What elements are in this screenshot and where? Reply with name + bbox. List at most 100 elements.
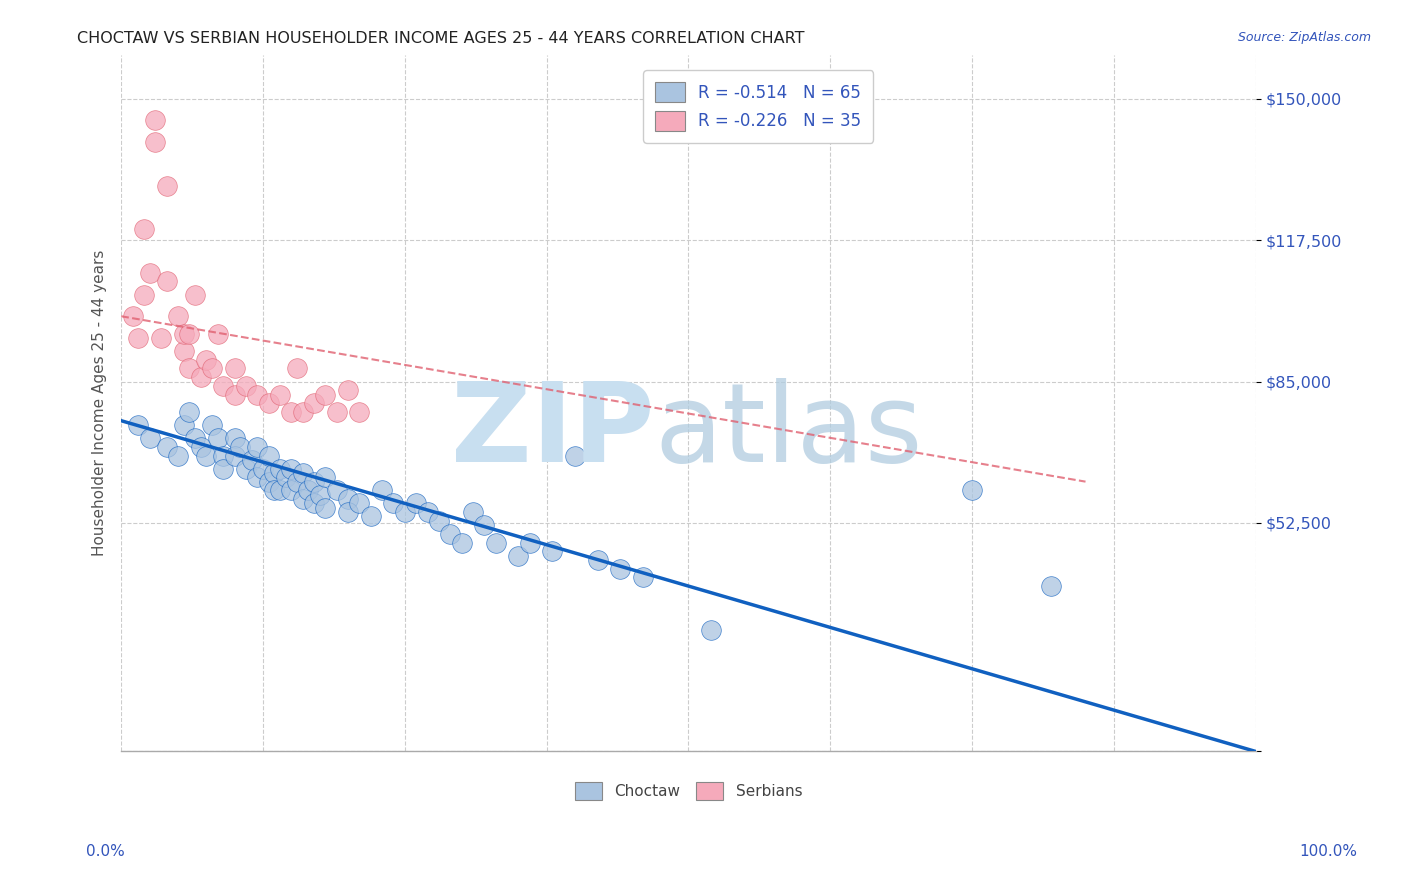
Point (291, 466, 314, 480)
Point (416, 505, 439, 519)
Point (269, 483, 291, 498)
Point (337, 505, 360, 519)
Point (207, 431, 229, 445)
Point (212, 449, 235, 463)
Point (257, 475, 280, 489)
Point (246, 387, 269, 401)
Point (179, 361, 201, 376)
Point (195, 352, 218, 367)
Point (155, 275, 177, 289)
Text: 100.0%: 100.0% (1299, 845, 1358, 859)
Point (235, 379, 257, 393)
Legend: Choctaw, Serbians: Choctaw, Serbians (568, 776, 808, 806)
Point (302, 396, 325, 410)
Point (184, 287, 207, 301)
Point (541, 544, 564, 558)
Point (155, 178, 177, 193)
Text: 0.0%: 0.0% (86, 845, 125, 859)
Point (257, 449, 280, 463)
Point (138, 431, 160, 445)
Point (179, 405, 201, 419)
Point (132, 222, 155, 236)
Point (450, 535, 472, 549)
Point (167, 310, 190, 324)
Point (246, 440, 269, 454)
Point (224, 387, 246, 401)
Point (291, 491, 314, 506)
Point (224, 431, 246, 445)
Point (190, 440, 212, 454)
Point (195, 449, 218, 463)
Text: CHOCTAW VS SERBIAN HOUSEHOLDER INCOME AGES 25 - 44 YEARS CORRELATION CHART: CHOCTAW VS SERBIAN HOUSEHOLDER INCOME AG… (77, 31, 804, 46)
Point (143, 113, 166, 128)
Point (472, 518, 495, 533)
Point (155, 440, 177, 454)
Text: atlas: atlas (654, 377, 922, 484)
Point (235, 461, 257, 475)
Point (302, 496, 325, 510)
Point (337, 383, 360, 397)
Point (179, 326, 201, 341)
Point (280, 461, 302, 475)
Point (173, 418, 195, 433)
Point (138, 266, 160, 280)
Point (269, 461, 291, 475)
Point (1040, 579, 1063, 593)
Point (127, 418, 149, 433)
Point (314, 470, 336, 484)
Point (224, 361, 246, 376)
Point (173, 326, 195, 341)
Point (360, 509, 382, 524)
Point (337, 491, 360, 506)
Point (508, 549, 530, 563)
Point (291, 405, 314, 419)
Point (263, 466, 285, 480)
Text: Source: ZipAtlas.com: Source: ZipAtlas.com (1237, 31, 1371, 45)
Point (207, 326, 229, 341)
Point (132, 287, 155, 301)
Point (394, 505, 416, 519)
Text: ZIP: ZIP (451, 377, 654, 484)
Point (519, 535, 541, 549)
Point (127, 331, 149, 345)
Point (252, 461, 274, 475)
Point (326, 483, 349, 498)
Point (240, 453, 263, 467)
Point (405, 496, 427, 510)
Point (190, 370, 212, 384)
Point (201, 418, 224, 433)
Point (149, 331, 172, 345)
Point (285, 361, 308, 376)
Point (382, 496, 405, 510)
Point (461, 505, 484, 519)
Point (349, 405, 371, 419)
Point (308, 488, 330, 502)
Point (427, 514, 450, 528)
Point (257, 396, 280, 410)
Point (246, 470, 269, 484)
Point (631, 570, 654, 584)
Point (314, 500, 336, 515)
Point (274, 470, 297, 484)
Point (371, 483, 394, 498)
Point (439, 527, 461, 541)
Point (280, 405, 302, 419)
Point (201, 361, 224, 376)
Point (484, 535, 506, 549)
Point (302, 475, 325, 489)
Point (269, 387, 291, 401)
Point (609, 562, 631, 576)
Point (121, 310, 143, 324)
Point (586, 553, 609, 567)
Point (285, 475, 308, 489)
Point (143, 135, 166, 149)
Point (297, 483, 319, 498)
Point (173, 344, 195, 359)
Point (184, 431, 207, 445)
Y-axis label: Householder Income Ages 25 - 44 years: Householder Income Ages 25 - 44 years (93, 250, 107, 557)
Point (564, 449, 586, 463)
Point (700, 623, 723, 637)
Point (224, 449, 246, 463)
Point (960, 483, 983, 498)
Point (326, 405, 349, 419)
